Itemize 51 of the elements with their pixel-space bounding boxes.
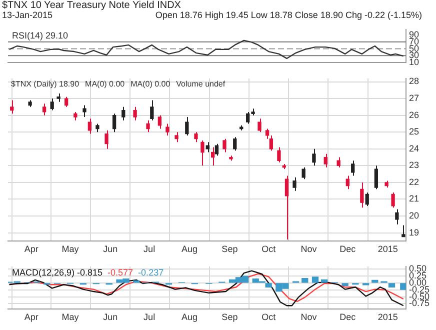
x-tick-label: Jul <box>144 312 156 322</box>
x-tick-label: Nov <box>300 312 318 322</box>
y-tick-label: 23 <box>409 160 420 170</box>
bar <box>320 279 328 283</box>
series-label: -0.577 <box>108 267 134 278</box>
annotation: MA(0) 0.00 <box>130 80 171 89</box>
bar <box>372 280 378 283</box>
x-tick-label: Aug <box>181 244 198 254</box>
annotation: $TNX (Daily) 18.90 <box>11 80 80 89</box>
y-tick-label: 19 <box>409 227 420 238</box>
y-tick-label: 10 <box>409 57 420 68</box>
y-tick-label: 25 <box>409 126 420 137</box>
x-tick-label: May <box>62 244 80 254</box>
y-tick-label: 24 <box>409 143 420 154</box>
x-tick-label: Aug <box>181 312 198 322</box>
chart-subtitle: 13-Jan-2015 <box>2 10 53 20</box>
series-label: RSI(14) 29.10 <box>12 30 68 40</box>
y-tick-label: 22 <box>409 176 420 187</box>
x-tick-label: Jun <box>103 244 118 254</box>
chart-title: $TNX 10 Year Treasury Note Yield INDX <box>2 0 181 11</box>
y-tick-label: 20 <box>409 210 420 221</box>
x-tick-label: Oct <box>262 312 276 322</box>
bar <box>400 283 406 290</box>
series-label: -0.237 <box>138 267 164 278</box>
bar <box>388 283 396 288</box>
bar <box>302 278 308 283</box>
bar <box>342 283 348 286</box>
bar <box>265 283 272 288</box>
annotation: Volume undef <box>176 80 226 89</box>
x-tick-label: Apr <box>24 244 38 254</box>
x-tick-label: Sep <box>222 244 238 254</box>
x-tick-label: Jul <box>144 244 156 254</box>
y-tick-label: 21 <box>409 194 420 204</box>
bar <box>312 276 319 283</box>
x-tick-label: Sep <box>222 312 238 322</box>
x-tick-label: Dec <box>340 244 356 254</box>
x-tick-label: Apr <box>24 312 38 322</box>
y-tick-label: 26 <box>409 110 420 120</box>
x-tick-label: 2015 <box>378 312 398 322</box>
x-tick-label: Dec <box>340 312 356 322</box>
x-tick-label: Oct <box>262 244 276 254</box>
series-label: MACD(12,26,9) -0.815 <box>12 267 103 278</box>
y-tick-label: 27 <box>409 93 420 104</box>
text: Open 18.76 High 19.45 Low 18.78 Close 18.90 Chg -0.22 (-1.15%) <box>155 10 422 20</box>
x-tick-label: Nov <box>300 244 318 254</box>
annotation: MA(0) 0.00 <box>85 80 126 89</box>
bar <box>133 280 140 283</box>
x-tick-label: Jun <box>103 312 118 322</box>
x-tick-label: May <box>62 312 80 322</box>
y-tick-label: 28 <box>409 76 420 86</box>
x-tick-label: 2015 <box>378 244 398 254</box>
